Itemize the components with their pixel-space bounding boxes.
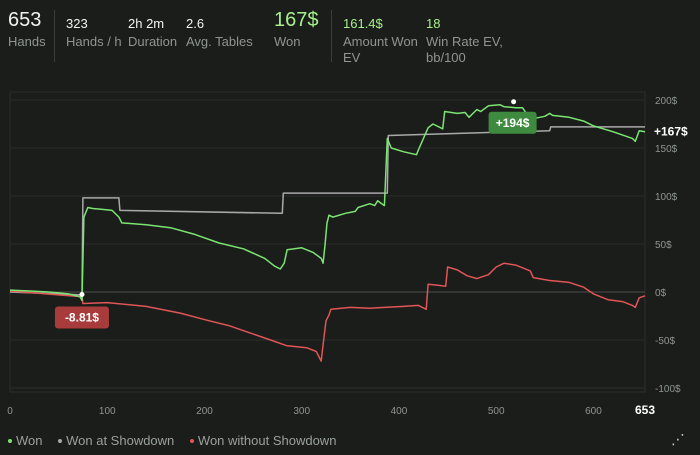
stat-label: Hands / h [66,34,122,49]
legend-label: Won at Showdown [66,433,175,448]
y-tick-label: 0$ [655,288,667,299]
stat-won: 167$ Won [274,10,319,50]
stat-amount-won-ev: 161.4$ Amount Won EV [343,10,423,66]
stat-value: 2h 2m [128,16,165,31]
stat-avg-tables: 2.6 Avg. Tables [186,10,253,50]
stat-value: 653 [8,9,42,31]
legend-item-won[interactable]: Won [8,433,43,448]
y-tick-label: -100$ [655,384,681,395]
max-point-marker [511,99,517,105]
x-tick-label: 200 [196,406,213,417]
legend-label: Won [16,433,43,448]
x-tick-label: 653 [635,403,655,417]
legend-item-won-at-showdown[interactable]: Won at Showdown [58,433,174,448]
stat-hands: 653 Hands [8,10,46,50]
legend-label: Won without Showdown [197,433,337,448]
x-tick-label: 100 [99,406,116,417]
plot-frame [9,91,646,393]
stat-value: 161.4$ [343,16,383,31]
max-badge-label: +194$ [496,116,530,130]
series-line-won [9,104,646,302]
stat-label: Won [274,34,301,49]
max-badge [488,111,537,134]
chart-legend: Won Won at Showdown Won without Showdown [8,433,348,448]
x-tick-label: 500 [488,406,505,417]
min-badge [54,306,109,329]
stat-hands-per-hour: 323 Hands / h [66,10,122,50]
stat-win-rate-ev: 18 Win Rate EV, bb/100 [426,10,506,66]
legend-dot-icon [8,438,12,443]
stat-label: Win Rate EV, bb/100 [426,34,503,65]
stat-label: Hands [8,34,46,49]
stat-value: 323 [66,16,88,31]
stat-label: Amount Won EV [343,34,418,65]
x-tick-label: 0 [7,406,13,417]
stat-divider [331,10,332,62]
stat-label: Avg. Tables [186,34,253,49]
stat-divider [54,10,55,62]
y-tick-label: 150$ [655,144,678,155]
stat-value: 18 [426,16,441,31]
end-value-label: +167$ [654,125,688,139]
stat-duration: 2h 2m Duration [128,10,177,50]
y-tick-label: 200$ [655,96,678,107]
series-line-won-without-showdown [9,262,646,362]
series-line-won-at-showdown [9,126,645,296]
stats-bar: 653 Hands 323 Hands / h 2h 2m Duration 2… [0,0,700,72]
stat-value: 2.6 [186,16,205,31]
stat-value: 167$ [274,9,319,31]
min-point-marker [79,291,85,297]
stat-label: Duration [128,34,178,49]
x-tick-label: 400 [391,406,408,417]
y-tick-label: -50$ [655,336,675,347]
x-tick-label: 300 [293,406,310,417]
min-badge-label: -8.81$ [65,310,99,324]
legend-dot-icon [58,438,63,443]
x-tick-label: 600 [585,406,602,417]
legend-dot-icon [189,438,194,443]
y-tick-label: 100$ [655,192,678,203]
more-options-icon[interactable]: ⋰ [671,431,686,447]
legend-item-won-without-showdown[interactable]: Won without Showdown [189,433,337,448]
y-tick-label: 50$ [655,240,672,251]
